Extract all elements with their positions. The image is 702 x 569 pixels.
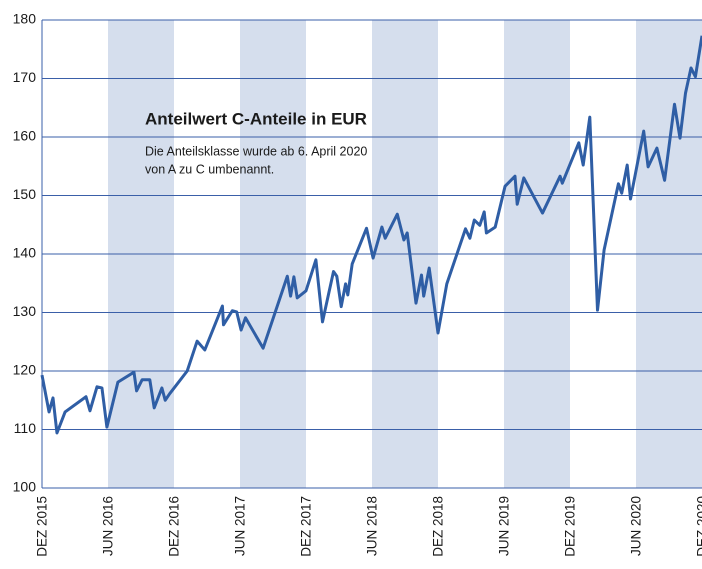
- x-tick-label: JUN 2017: [233, 496, 248, 556]
- x-tick-label: DEZ 2020: [695, 496, 702, 557]
- x-tick-label: DEZ 2017: [299, 496, 314, 557]
- y-tick-label: 130: [13, 303, 37, 319]
- y-tick-label: 150: [13, 186, 37, 202]
- y-tick-label: 160: [13, 128, 37, 144]
- y-tick-label: 100: [13, 479, 37, 495]
- note-line: von A zu C umbenannt.: [145, 162, 274, 176]
- x-tick-label: DEZ 2016: [167, 496, 182, 557]
- line: [40, 35, 702, 435]
- x-tick-label: JUN 2019: [497, 496, 512, 556]
- note-line: Die Anteilsklasse wurde ab 6. April 2020: [145, 144, 367, 158]
- x-tick-label: JUN 2016: [101, 496, 116, 556]
- labels: DEZ 2015 JUN 2016 DEZ 2016 JUN 2017 DEZ 2017…: [13, 11, 702, 557]
- y-tick-label: 140: [13, 245, 37, 261]
- x-tick-label: DEZ 2019: [563, 496, 578, 557]
- y-tick-label: 120: [13, 362, 37, 378]
- chart-title: Anteilwert C-Anteile in EUR: [145, 109, 367, 128]
- x-tick-label: JUN 2018: [365, 496, 380, 556]
- y-tick-label: 110: [14, 420, 37, 436]
- x-tick-label: DEZ 2018: [431, 496, 446, 557]
- x-tick-label: JUN 2020: [629, 496, 644, 556]
- lines: [40, 35, 702, 435]
- y-tick-label: 180: [13, 11, 37, 27]
- y-tick-label: 170: [13, 69, 37, 85]
- x-tick-label: DEZ 2015: [35, 496, 50, 557]
